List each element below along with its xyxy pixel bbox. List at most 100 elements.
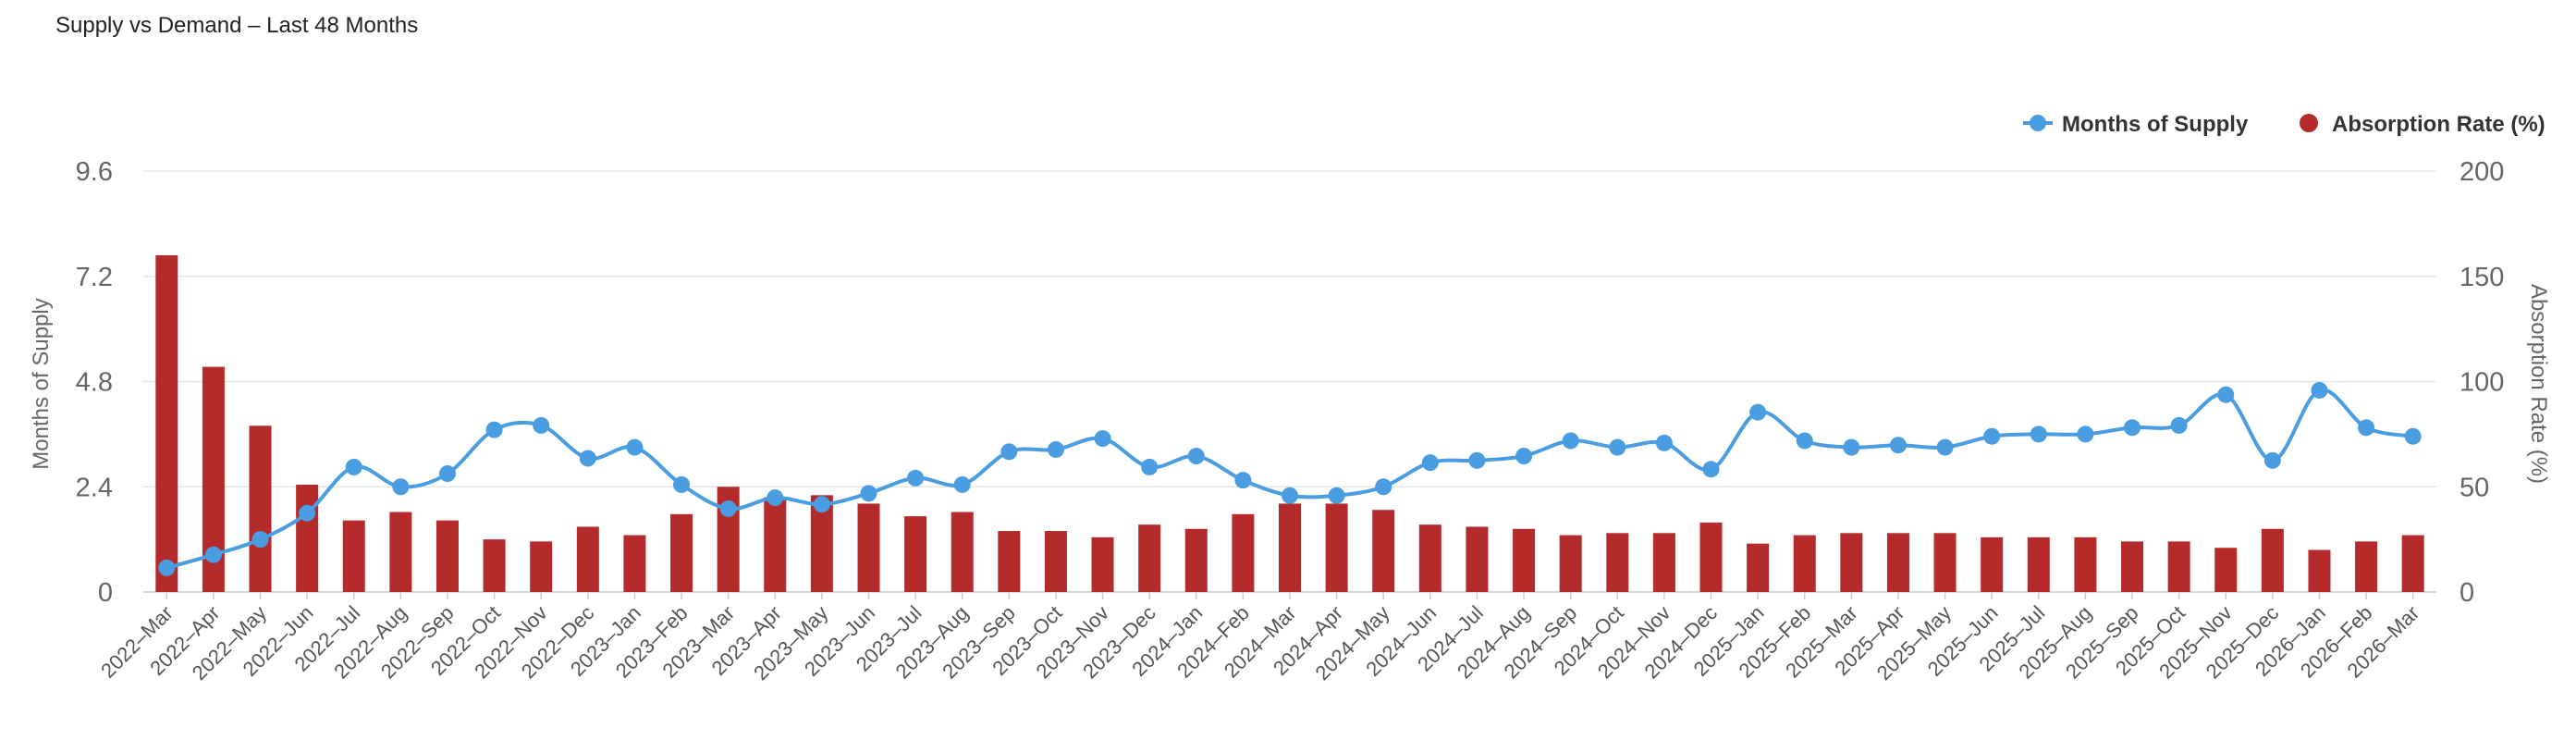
- bar: [857, 503, 880, 592]
- y-left-tick-label: 4.8: [76, 368, 113, 398]
- supply-point: [392, 478, 410, 496]
- supply-point: [2404, 427, 2422, 445]
- supply-point: [1983, 427, 2001, 445]
- supply-point: [907, 469, 925, 487]
- legend-item-absorption[interactable]: Absorption Rate (%): [2300, 112, 2545, 137]
- bar: [1840, 533, 1863, 592]
- bar: [1466, 526, 1489, 592]
- supply-point: [1234, 472, 1252, 489]
- supply-point: [579, 450, 596, 467]
- bar: [1044, 531, 1067, 592]
- supply-point: [204, 546, 222, 563]
- bar: [1232, 513, 1255, 592]
- supply-point: [673, 475, 691, 493]
- bar: [296, 484, 319, 592]
- bar: [1325, 503, 1348, 592]
- supply-point: [1562, 432, 1579, 450]
- supply-point: [1702, 461, 1720, 478]
- supply-point: [1047, 440, 1064, 458]
- bar: [342, 520, 365, 592]
- bar: [1091, 536, 1114, 592]
- bar: [1372, 510, 1395, 592]
- bar: [951, 512, 974, 592]
- supply-point: [860, 485, 877, 502]
- y-axis-right-title: Absorption Rate (%): [2526, 284, 2551, 484]
- bar: [1747, 543, 1770, 592]
- bar: [389, 512, 412, 592]
- supply-point: [485, 421, 503, 438]
- y-right-tick-label: 0: [2459, 578, 2474, 608]
- bar: [1699, 522, 1723, 592]
- y-left-tick-label: 2.4: [76, 473, 113, 502]
- bar: [435, 520, 459, 592]
- legend-dot-supply: [2030, 115, 2046, 131]
- supply-point: [1655, 434, 1673, 451]
- supply-point: [1000, 443, 1018, 461]
- supply-point: [719, 500, 737, 517]
- supply-point: [813, 496, 830, 513]
- supply-point: [1889, 437, 1907, 454]
- supply-point: [1421, 454, 1439, 472]
- bar: [2167, 541, 2190, 592]
- legend-item-supply[interactable]: Months of Supply: [2023, 112, 2249, 137]
- bar: [576, 526, 599, 592]
- supply-point: [626, 438, 644, 456]
- supply-point: [2263, 451, 2281, 469]
- supply-point: [1609, 438, 1626, 456]
- supply-point: [345, 458, 362, 475]
- bar: [2308, 549, 2331, 592]
- bar: [1933, 533, 1957, 592]
- x-axis: 2022–Mar2022–Apr2022–May2022–Jun2022–Jul…: [96, 592, 2423, 684]
- y-right-tick-label: 100: [2459, 368, 2504, 398]
- supply-point: [1843, 438, 1860, 456]
- supply-point: [2217, 386, 2235, 403]
- gridlines: [143, 170, 2436, 593]
- bar: [2121, 541, 2144, 592]
- supply-point: [2030, 426, 2047, 443]
- supply-point: [1094, 430, 1111, 448]
- bar: [483, 539, 506, 592]
- chart-title: Supply vs Demand – Last 48 Months: [55, 13, 419, 38]
- bar: [904, 516, 927, 592]
- bar: [1606, 533, 1629, 592]
- supply-point: [299, 504, 316, 522]
- legend-dot-absorption: [2300, 114, 2318, 132]
- bar: [155, 255, 178, 592]
- supply-point: [2311, 381, 2328, 399]
- bar: [1279, 503, 1301, 592]
- bar: [2261, 528, 2284, 592]
- supply-point: [1187, 448, 1205, 465]
- y-axis-right: 0 50 100 150 200: [2459, 157, 2504, 608]
- bar: [2074, 536, 2097, 592]
- supply-point: [767, 489, 784, 507]
- supply-point: [158, 559, 176, 576]
- bar: [1138, 524, 1161, 592]
- bar: [1652, 533, 1675, 592]
- y-right-tick-label: 200: [2459, 157, 2504, 187]
- y-axis-left-title: Months of Supply: [29, 298, 54, 469]
- supply-point: [2170, 416, 2188, 434]
- supply-point: [1749, 403, 1767, 421]
- supply-point: [1375, 478, 1392, 496]
- bar: [1184, 528, 1208, 592]
- y-left-tick-label: 0: [98, 578, 113, 608]
- bar: [1559, 535, 1582, 592]
- supply-point: [1141, 458, 1159, 475]
- supply-point: [251, 531, 269, 549]
- supply-point: [1468, 451, 1486, 469]
- bar: [530, 541, 553, 592]
- line-series: [158, 381, 2422, 576]
- y-right-tick-label: 150: [2459, 263, 2504, 292]
- supply-point: [1796, 432, 1813, 450]
- y-right-tick-label: 50: [2459, 473, 2489, 502]
- bar: [1513, 528, 1536, 592]
- supply-point: [438, 465, 456, 483]
- supply-point: [2124, 419, 2141, 437]
- bar: [764, 497, 787, 592]
- bar: [1793, 535, 1816, 592]
- bar: [1418, 524, 1441, 592]
- bar: [2355, 541, 2378, 592]
- y-axis-left: 0 2.4 4.8 7.2 9.6: [76, 157, 113, 608]
- supply-point: [953, 475, 971, 493]
